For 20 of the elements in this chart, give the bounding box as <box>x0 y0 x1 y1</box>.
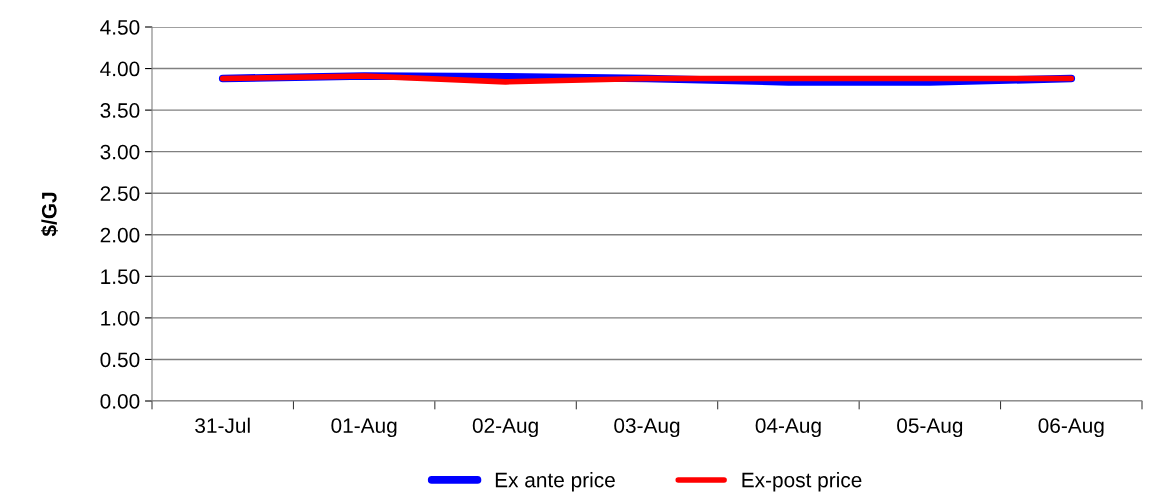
y-tick-label: 4.00 <box>100 61 140 77</box>
y-tick-label: 4.50 <box>100 20 140 35</box>
x-tick-label: 06-Aug <box>1038 418 1104 438</box>
x-tick-label: 03-Aug <box>614 418 680 438</box>
y-axis-title: $/GJ <box>40 192 58 237</box>
y-tick-label: 0.50 <box>100 352 140 368</box>
y-tick-label: 0.00 <box>100 394 140 409</box>
x-tick-label: 01-Aug <box>331 418 397 438</box>
x-tick-label: 31-Jul <box>195 417 250 433</box>
y-tick-label: 1.00 <box>101 310 140 326</box>
legend-label: Ex-post price <box>742 472 862 492</box>
y-tick-label: 3.50 <box>100 103 140 118</box>
x-tick-label: 04-Aug <box>755 418 821 438</box>
y-tick-label: 2.50 <box>100 186 140 201</box>
y-tick-label: 2.00 <box>100 227 140 243</box>
y-tick-label: 3.00 <box>100 144 140 160</box>
legend-label: Ex ante price <box>495 472 615 492</box>
x-tick-label: 05-Aug <box>897 418 963 438</box>
x-tick-label: 02-Aug <box>472 418 538 438</box>
y-tick-label: 1.50 <box>101 269 140 285</box>
